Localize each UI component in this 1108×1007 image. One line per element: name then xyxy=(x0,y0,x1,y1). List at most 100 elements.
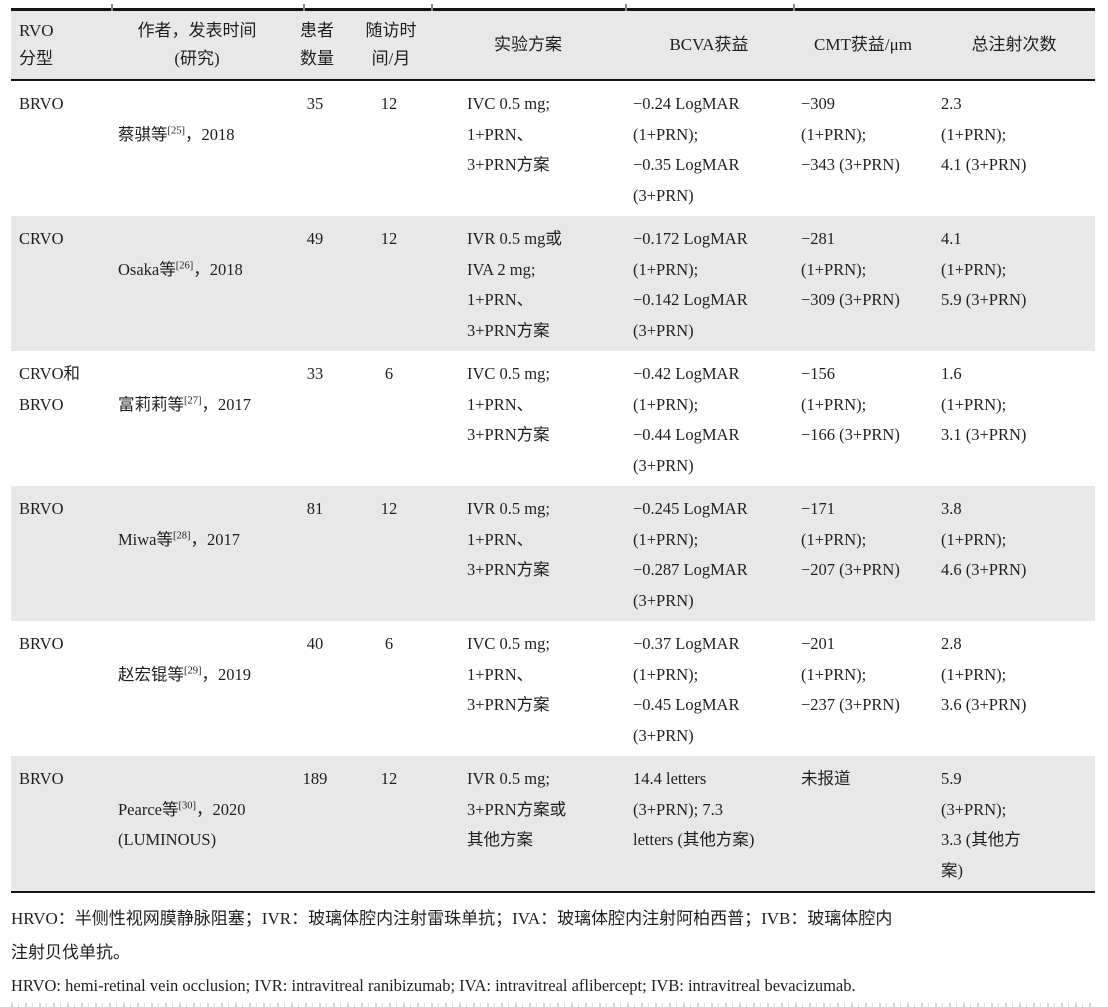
table-bottom-rule xyxy=(11,891,1095,893)
author-line: 蔡骐等[25]，2018 xyxy=(118,125,235,144)
study-table: RVO 分型 作者，发表时间 (研究) 患者 数量 随访时 间/月 实验方案 B… xyxy=(11,4,1095,893)
cell-rvo-type: CRVO和 BRVO xyxy=(19,364,81,414)
reference-superscript: [30] xyxy=(178,800,196,811)
cell-protocol: IVR 0.5 mg; 3+PRN方案或 其他方案 xyxy=(467,769,567,849)
cell-cmt: 未报道 xyxy=(801,769,851,788)
column-boundary-tick xyxy=(793,4,795,11)
author-line: 富莉莉等[27]，2017 xyxy=(118,395,251,414)
table-footnotes: HRVO：半侧性视网膜静脉阻塞；IVR：玻璃体腔内注射雷珠单抗；IVA：玻璃体腔… xyxy=(11,902,1095,999)
cell-patients: 49 xyxy=(306,229,324,248)
cell-injections: 2.3 (1+PRN); 4.1 (3+PRN) xyxy=(941,94,1027,174)
cell-bcva: −0.245 LogMAR (1+PRN); −0.287 LogMAR (3+… xyxy=(633,499,748,610)
table-row: BRVO Pearce等[30]，2020 (LUMINOUS) 189 12 … xyxy=(11,756,1095,891)
author-name: Pearce等 xyxy=(118,799,179,819)
reference-superscript: [27] xyxy=(184,395,202,406)
study-name: (LUMINOUS) xyxy=(118,830,217,849)
column-boundary-tick xyxy=(303,4,305,11)
cell-followup: 12 xyxy=(380,94,398,113)
paper-table-page: { "table": { "headers": [ ["RVO", "分型"],… xyxy=(0,4,1108,1007)
cell-followup: 12 xyxy=(380,229,398,248)
column-header-rvo-type: RVO 分型 xyxy=(19,21,54,68)
cell-protocol: IVC 0.5 mg; 1+PRN、 3+PRN方案 xyxy=(467,634,550,714)
cell-protocol: IVR 0.5 mg或 IVA 2 mg; 1+PRN、 3+PRN方案 xyxy=(467,229,562,340)
table-row: CRVO Osaka等[26]，2018 49 12 IVR 0.5 mg或 I… xyxy=(11,216,1095,351)
cell-cmt: −281 (1+PRN); −309 (3+PRN) xyxy=(801,229,900,309)
cell-patients: 81 xyxy=(306,499,324,518)
footnote-en: HRVO: hemi-retinal vein occlusion; IVR: … xyxy=(11,976,856,995)
author-name: Osaka等 xyxy=(118,259,176,279)
author-year: ，2017 xyxy=(201,394,252,414)
cell-injections: 4.1 (1+PRN); 5.9 (3+PRN) xyxy=(941,229,1027,309)
cell-bcva: −0.37 LogMAR (1+PRN); −0.45 LogMAR (3+PR… xyxy=(633,634,740,745)
cell-followup: 6 xyxy=(384,364,394,383)
author-year: ，2017 xyxy=(190,529,241,549)
cell-bcva: −0.24 LogMAR (1+PRN); −0.35 LogMAR (3+PR… xyxy=(633,94,740,205)
cell-cmt: −309 (1+PRN); −343 (3+PRN) xyxy=(801,94,900,174)
reference-superscript: [25] xyxy=(167,125,186,136)
cell-rvo-type: BRVO xyxy=(19,769,64,788)
cell-rvo-type: BRVO xyxy=(19,94,64,113)
table-row: BRVO 赵宏锟等[29]，2019 40 6 IVC 0.5 mg; 1+PR… xyxy=(11,621,1095,756)
author-line: Pearce等[30]，2020 xyxy=(118,800,245,819)
cell-author: Pearce等[30]，2020 (LUMINOUS) xyxy=(111,756,283,891)
column-header-author: 作者，发表时间 (研究) xyxy=(137,21,257,68)
author-name: 赵宏锟等 xyxy=(118,664,184,684)
author-name: Miwa等 xyxy=(118,529,173,549)
cell-author: 蔡骐等[25]，2018 xyxy=(111,81,283,186)
table-header-row: RVO 分型 作者，发表时间 (研究) 患者 数量 随访时 间/月 实验方案 B… xyxy=(11,11,1095,81)
cell-rvo-type: BRVO xyxy=(19,634,64,653)
cell-patients: 40 xyxy=(306,634,324,653)
cell-patients: 189 xyxy=(302,769,328,788)
author-name: 富莉莉等 xyxy=(118,394,184,414)
cell-cmt: −171 (1+PRN); −207 (3+PRN) xyxy=(801,499,900,579)
footnote-zh: HRVO：半侧性视网膜静脉阻塞；IVR：玻璃体腔内注射雷珠单抗；IVA：玻璃体腔… xyxy=(11,909,893,962)
cell-injections: 2.8 (1+PRN); 3.6 (3+PRN) xyxy=(941,634,1027,714)
cell-bcva: −0.42 LogMAR (1+PRN); −0.44 LogMAR (3+PR… xyxy=(633,364,740,475)
cell-rvo-type: CRVO xyxy=(19,229,64,248)
table-top-rule xyxy=(11,4,1095,11)
column-header-injections: 总注射次数 xyxy=(971,35,1057,54)
author-line: 赵宏锟等[29]，2019 xyxy=(118,665,251,684)
author-line: Osaka等[26]，2018 xyxy=(118,260,243,279)
cell-author: Miwa等[28]，2017 xyxy=(111,486,283,591)
column-header-patients: 患者 数量 xyxy=(300,21,334,68)
reference-superscript: [26] xyxy=(175,260,194,271)
author-year: ，2020 xyxy=(195,799,246,819)
table-row: BRVO Miwa等[28]，2017 81 12 IVR 0.5 mg; 1+… xyxy=(11,486,1095,621)
cell-bcva: −0.172 LogMAR (1+PRN); −0.142 LogMAR (3+… xyxy=(633,229,748,340)
column-boundary-tick xyxy=(111,4,113,11)
column-boundary-tick xyxy=(625,4,627,11)
cell-author: 赵宏锟等[29]，2019 xyxy=(111,621,283,726)
column-header-protocol: 实验方案 xyxy=(494,35,562,54)
cell-protocol: IVR 0.5 mg; 1+PRN、 3+PRN方案 xyxy=(467,499,550,579)
cell-followup: 12 xyxy=(380,769,398,788)
author-name: 蔡骐等 xyxy=(118,124,168,144)
cell-followup: 12 xyxy=(380,499,398,518)
cell-patients: 35 xyxy=(306,94,324,113)
table-row: BRVO 蔡骐等[25]，2018 35 12 IVC 0.5 mg; 1+PR… xyxy=(11,81,1095,216)
cell-cmt: −201 (1+PRN); −237 (3+PRN) xyxy=(801,634,900,714)
cell-protocol: IVC 0.5 mg; 1+PRN、 3+PRN方案 xyxy=(467,364,550,444)
reference-superscript: [28] xyxy=(173,530,191,541)
cell-injections: 3.8 (1+PRN); 4.6 (3+PRN) xyxy=(941,499,1027,579)
table-body: BRVO 蔡骐等[25]，2018 35 12 IVC 0.5 mg; 1+PR… xyxy=(11,81,1095,891)
reference-superscript: [29] xyxy=(184,665,202,676)
cell-injections: 1.6 (1+PRN); 3.1 (3+PRN) xyxy=(941,364,1027,444)
cell-followup: 6 xyxy=(384,634,394,653)
cell-author: Osaka等[26]，2018 xyxy=(111,216,283,321)
author-year: ，2018 xyxy=(193,259,243,279)
cell-injections: 5.9 (3+PRN); 3.3 (其他方 案) xyxy=(941,769,1021,880)
cell-rvo-type: BRVO xyxy=(19,499,64,518)
clipped-next-line-artifact xyxy=(11,1003,1094,1007)
cell-cmt: −156 (1+PRN); −166 (3+PRN) xyxy=(801,364,900,444)
cell-patients: 33 xyxy=(306,364,324,383)
column-boundary-tick xyxy=(431,4,433,11)
cell-author: 富莉莉等[27]，2017 xyxy=(111,351,283,456)
column-header-cmt: CMT获益/μm xyxy=(814,35,912,54)
author-line: Miwa等[28]，2017 xyxy=(118,530,240,549)
column-header-bcva: BCVA获益 xyxy=(669,35,749,54)
column-header-followup: 随访时 间/月 xyxy=(365,21,417,68)
author-year: ，2019 xyxy=(201,664,252,684)
table-row: CRVO和 BRVO 富莉莉等[27]，2017 33 6 IVC 0.5 mg… xyxy=(11,351,1095,486)
cell-protocol: IVC 0.5 mg; 1+PRN、 3+PRN方案 xyxy=(467,94,550,174)
